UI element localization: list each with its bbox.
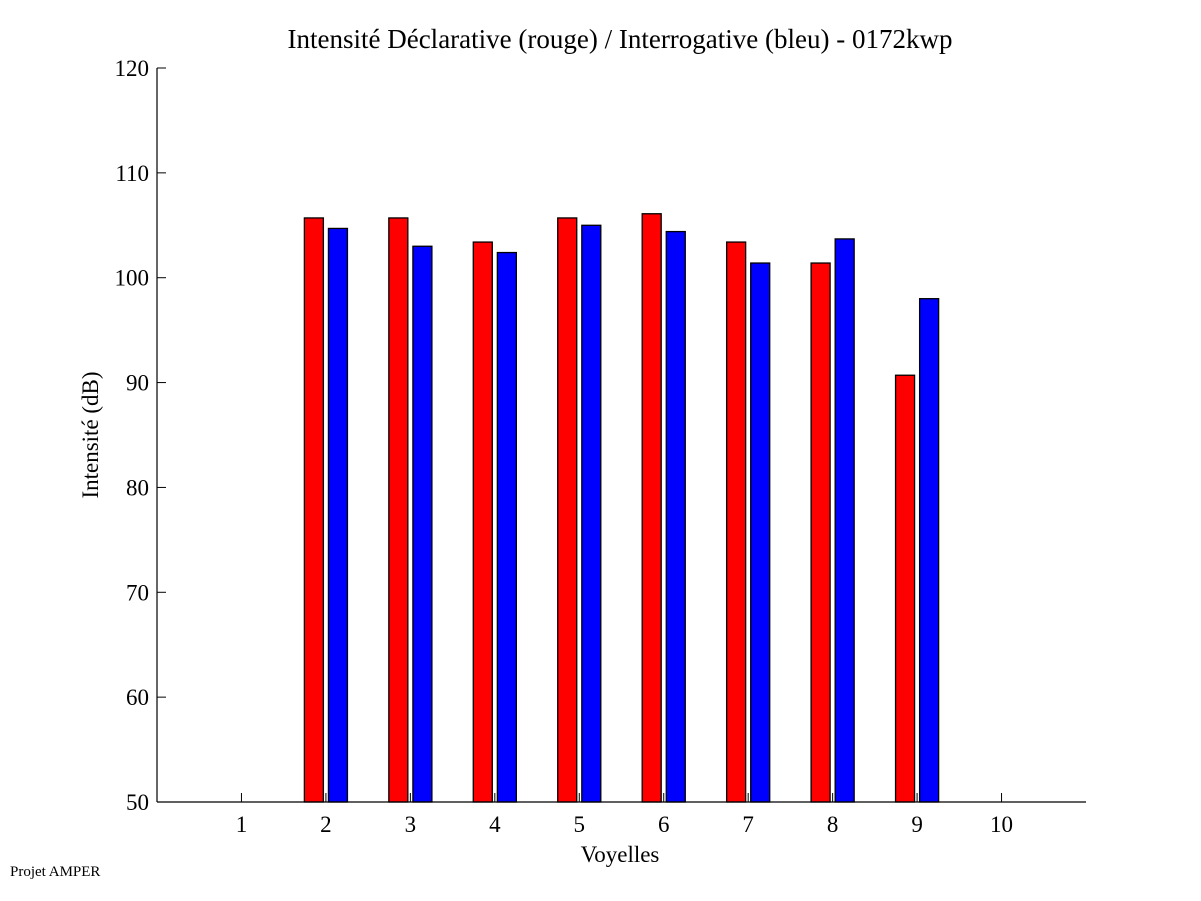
- blue-bar-2: [327, 227, 349, 803]
- x-tick-label: 10: [990, 812, 1013, 837]
- red-bar-8: [810, 262, 831, 803]
- y-tick-label: 80: [126, 475, 149, 500]
- x-tick-label: 2: [320, 812, 332, 837]
- red-bar-7: [725, 241, 747, 803]
- x-tick-label: 6: [658, 812, 670, 837]
- blue-bar-8: [834, 238, 855, 803]
- y-tick-label: 50: [126, 790, 149, 815]
- y-axis-label: Intensité (dB): [78, 371, 103, 498]
- x-tick-label: 1: [236, 812, 248, 837]
- y-tick-label: 100: [115, 266, 150, 291]
- x-tick-label: 8: [827, 812, 839, 837]
- blue-bar-7: [750, 262, 771, 803]
- blue-bar-9: [918, 298, 940, 803]
- red-bar-6: [641, 213, 662, 803]
- red-bar-9: [894, 374, 916, 803]
- x-tick-label: 7: [742, 812, 754, 837]
- footer-text: Projet AMPER: [10, 864, 101, 880]
- y-tick-label: 120: [115, 56, 150, 81]
- red-bar-3: [388, 217, 409, 803]
- x-tick-label: 9: [911, 812, 923, 837]
- x-tick-label: 5: [574, 812, 586, 837]
- blue-bar-4: [496, 251, 518, 803]
- blue-bar-6: [665, 230, 686, 803]
- x-tick-label: 4: [489, 812, 501, 837]
- y-tick-label: 110: [115, 161, 149, 186]
- x-axis-label: Voyelles: [581, 842, 660, 867]
- red-bar-5: [557, 217, 578, 803]
- red-bar-2: [303, 217, 325, 803]
- chart-title: Intensité Déclarative (rouge) / Interrog…: [288, 24, 953, 54]
- y-tick-label: 70: [126, 580, 149, 605]
- y-tick-label: 90: [126, 371, 149, 396]
- y-tick-label: 60: [126, 685, 149, 710]
- blue-bar-3: [412, 245, 433, 803]
- blue-bar-5: [581, 224, 602, 803]
- x-tick-label: 3: [405, 812, 417, 837]
- red-bar-4: [472, 241, 493, 803]
